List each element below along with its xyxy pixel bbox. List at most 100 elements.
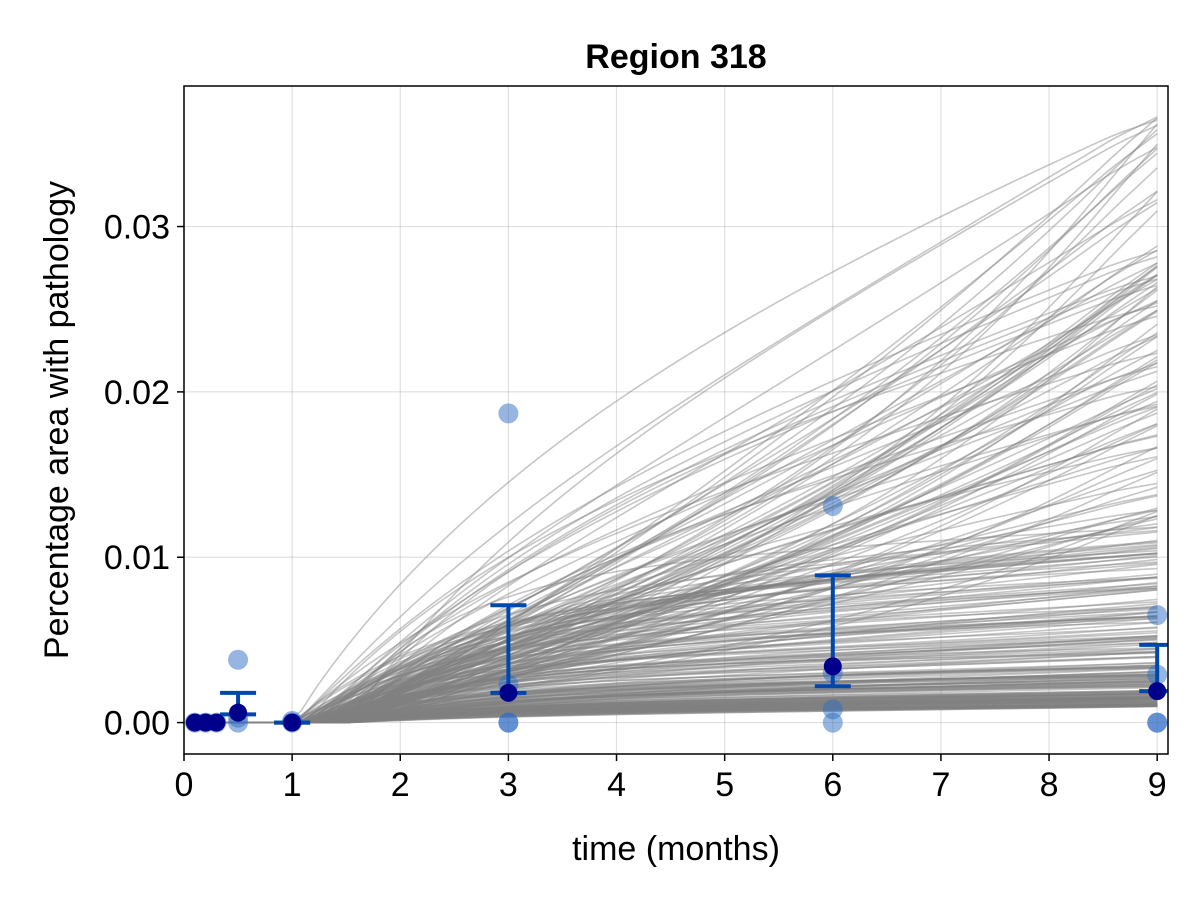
trajectory-line <box>205 689 1158 724</box>
trajectory-line <box>205 116 1158 724</box>
trajectory-line <box>205 552 1158 724</box>
observed-point <box>1147 712 1168 733</box>
trajectory-line <box>205 611 1158 724</box>
trajectory-line <box>205 701 1158 724</box>
trajectory-line <box>205 692 1158 724</box>
trajectory-line <box>205 690 1158 724</box>
trajectory-line <box>205 655 1158 724</box>
trajectory-line <box>205 391 1158 724</box>
trajectory-line <box>205 265 1158 724</box>
trajectory-line <box>205 636 1158 724</box>
trajectory-line <box>205 701 1158 724</box>
x-tick-label: 6 <box>823 766 842 804</box>
y-tick-label: 0.03 <box>104 209 170 247</box>
trajectory-line <box>205 300 1158 724</box>
trajectory-line <box>205 119 1158 724</box>
trajectory-line <box>205 697 1158 724</box>
trajectory-line <box>205 704 1158 724</box>
trajectory-line <box>205 705 1158 724</box>
trajectory-line <box>205 605 1158 724</box>
trajectory-line <box>205 690 1158 724</box>
trajectory-line <box>205 190 1158 724</box>
trajectory-line <box>205 673 1158 724</box>
observed-point <box>498 403 519 424</box>
trajectory-line <box>205 635 1158 724</box>
trajectory-line <box>205 635 1158 724</box>
trajectory-line <box>205 469 1158 724</box>
trajectory-line <box>205 356 1158 724</box>
trajectory-line <box>205 693 1158 724</box>
trajectory-line <box>205 129 1158 724</box>
trajectory-line <box>205 682 1158 724</box>
mean-point <box>823 657 842 676</box>
trajectory-line <box>205 700 1158 724</box>
mean-point <box>1148 682 1167 701</box>
x-tick-label: 9 <box>1148 766 1167 804</box>
trajectory-line <box>205 682 1158 724</box>
trajectory-line <box>205 631 1158 724</box>
trajectory-line <box>205 514 1158 724</box>
trajectory-line <box>205 683 1158 724</box>
trajectory-line <box>205 408 1158 724</box>
trajectory-line <box>205 700 1158 724</box>
trajectory-line <box>205 670 1158 724</box>
trajectory-line <box>205 577 1158 724</box>
trajectory-line <box>205 250 1158 724</box>
trajectory-line <box>205 705 1158 724</box>
trajectory-line <box>205 124 1158 724</box>
trajectory-line <box>205 148 1158 724</box>
trajectory-line <box>205 515 1158 724</box>
trajectory-line <box>205 651 1158 724</box>
trajectory-line <box>205 700 1158 724</box>
trajectory-line <box>205 695 1158 724</box>
trajectory-line <box>205 405 1158 724</box>
trajectory-line <box>205 576 1158 724</box>
trajectory-line <box>205 300 1158 724</box>
trajectory-line <box>205 262 1158 724</box>
mean-point <box>207 713 226 732</box>
trajectory-line <box>205 446 1158 724</box>
trajectory-line <box>205 667 1158 724</box>
trajectory-line <box>205 675 1158 724</box>
trajectory-line <box>205 611 1158 724</box>
trajectory-line <box>205 284 1158 724</box>
trajectory-line <box>205 245 1158 724</box>
x-tick-label: 8 <box>1040 766 1059 804</box>
trajectory-line <box>205 692 1158 724</box>
x-tick-label: 1 <box>283 766 302 804</box>
trajectory-line <box>205 545 1158 724</box>
trajectory-line <box>205 673 1158 724</box>
plot-area <box>184 116 1168 733</box>
trajectory-line <box>205 191 1158 724</box>
trajectory-line <box>205 690 1158 724</box>
x-tick-label: 3 <box>499 766 518 804</box>
trajectory-line <box>205 589 1158 724</box>
trajectory-line <box>205 544 1158 724</box>
y-tick-label: 0.01 <box>104 539 170 577</box>
trajectory-line <box>205 662 1158 724</box>
trajectory-line <box>205 639 1158 724</box>
trajectory-line <box>205 705 1158 724</box>
trajectory-line <box>205 698 1158 724</box>
trajectory-line <box>205 554 1158 724</box>
trajectory-line <box>205 576 1158 724</box>
trajectory-line <box>205 563 1158 724</box>
trajectory-line <box>205 615 1158 724</box>
trajectory-line <box>205 540 1158 724</box>
trajectory-line <box>205 547 1158 724</box>
trajectory-line <box>205 705 1158 724</box>
trajectory-line <box>205 585 1158 724</box>
trajectory-line <box>205 697 1158 724</box>
trajectory-line <box>205 523 1158 724</box>
trajectory-line <box>205 385 1158 724</box>
trajectory-line <box>205 673 1158 724</box>
x-tick-label: 7 <box>931 766 950 804</box>
y-tick-label: 0.02 <box>104 374 170 412</box>
trajectory-line <box>205 683 1158 724</box>
trajectory-line <box>205 133 1158 724</box>
trajectory-line <box>205 686 1158 724</box>
trajectory-line <box>205 704 1158 724</box>
observed-point <box>228 649 249 670</box>
x-axis-label: time (months) <box>572 830 780 868</box>
trajectory-line <box>205 305 1158 724</box>
